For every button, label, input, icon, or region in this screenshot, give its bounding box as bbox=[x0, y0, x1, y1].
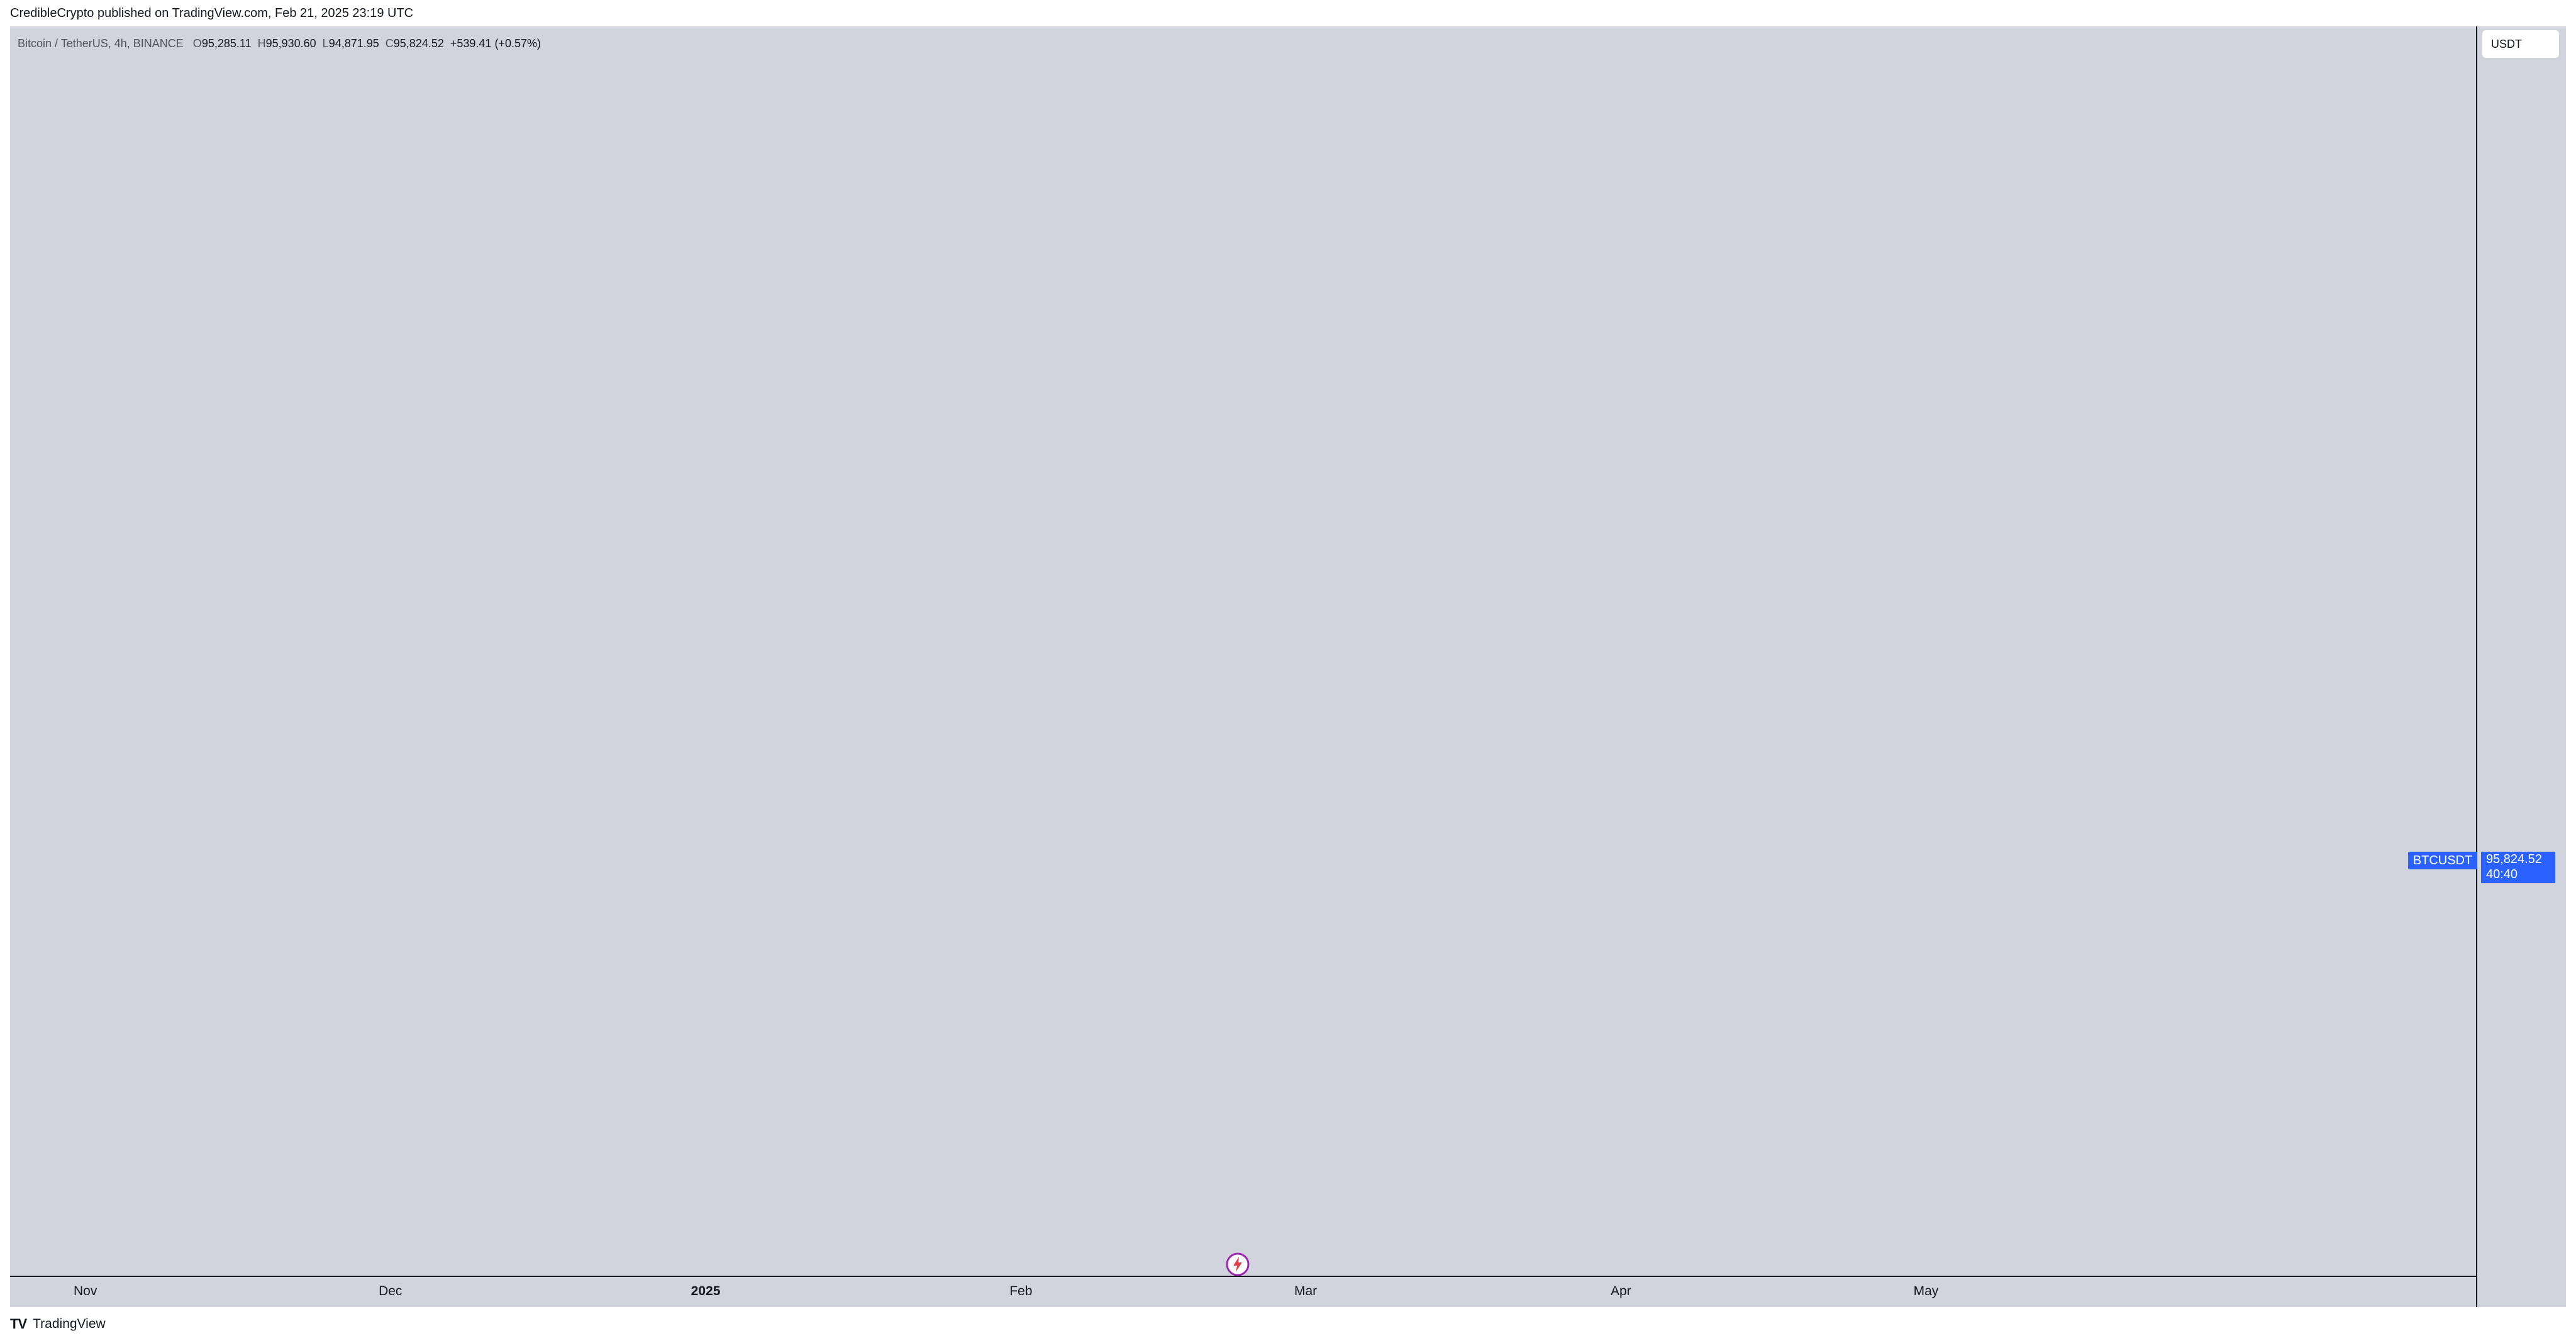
currency-button[interactable]: USDT bbox=[2482, 30, 2559, 58]
price-chart[interactable]: clear this for confirmation0.00% (109,49… bbox=[10, 26, 2566, 1307]
time-tick-label: 2025 bbox=[691, 1284, 721, 1298]
time-tick-label: Nov bbox=[74, 1284, 97, 1298]
high-value: 95,930.60 bbox=[265, 37, 316, 50]
close-label: C bbox=[385, 37, 394, 50]
publish-info: CredibleCrypto published on TradingView.… bbox=[10, 6, 414, 20]
time-tick-label: May bbox=[1914, 1284, 1939, 1298]
time-tick-label: Apr bbox=[1611, 1284, 1631, 1298]
chart-area[interactable]: clear this for confirmation0.00% (109,49… bbox=[10, 26, 2566, 1307]
flash-icon[interactable] bbox=[1225, 1252, 1250, 1277]
close-value: 95,824.52 bbox=[393, 37, 444, 50]
current-price-value: 95,824.52 bbox=[2486, 852, 2542, 866]
low-value: 94,871.95 bbox=[328, 37, 379, 50]
footer-brand: TradingView bbox=[33, 1317, 106, 1331]
bar-countdown: 40:40 bbox=[2486, 867, 2518, 881]
open-label: O bbox=[192, 37, 202, 50]
axes: 146,000.00142,000.00138,000.00134,000.00… bbox=[10, 26, 2477, 1307]
time-tick-label: Mar bbox=[1294, 1284, 1317, 1298]
high-label: H bbox=[257, 37, 266, 50]
ticker-badge: BTCUSDT bbox=[2408, 852, 2477, 869]
symbol-info: Bitcoin / TetherUS, 4h, BINANCE O95,285.… bbox=[18, 37, 541, 50]
low-label: L bbox=[322, 37, 329, 50]
change-value: +539.41 (+0.57%) bbox=[450, 37, 541, 50]
time-tick-label: Feb bbox=[1009, 1284, 1032, 1298]
footer[interactable]: TV TradingView bbox=[10, 1316, 106, 1332]
symbol-name: Bitcoin / TetherUS, 4h, BINANCE bbox=[18, 37, 184, 50]
tradingview-logo-icon: TV bbox=[10, 1316, 27, 1332]
current-price-badge: 95,824.52 40:40 bbox=[2481, 852, 2555, 883]
open-value: 95,285.11 bbox=[201, 37, 252, 50]
time-tick-label: Dec bbox=[379, 1284, 402, 1298]
